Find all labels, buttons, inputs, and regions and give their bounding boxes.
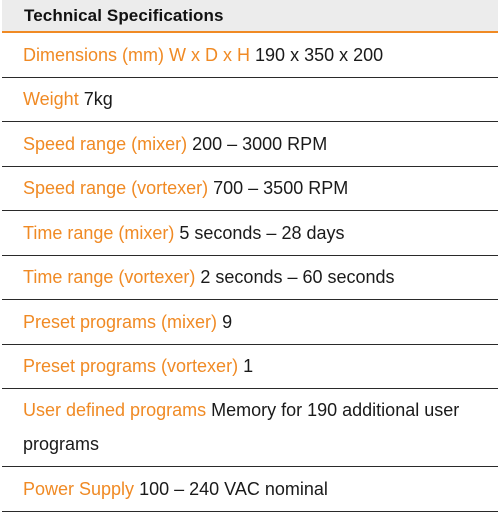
spec-value: 200 – 3000 RPM xyxy=(192,133,328,154)
spec-value: 100 – 240 VAC nominal xyxy=(139,478,328,499)
spec-table-title: Technical Specifications xyxy=(24,5,224,25)
spec-row-speed-mixer: Speed range (mixer) 200 – 3000 RPM xyxy=(2,122,498,167)
spec-table: Technical Specifications Dimensions (mm)… xyxy=(2,0,498,512)
spec-row-text: Dimensions (mm) W x D x H 190 x 350 x 20… xyxy=(23,44,383,66)
spec-value: 7kg xyxy=(83,89,113,110)
spec-label: Speed range (vortexer) xyxy=(23,178,209,199)
spec-label: Weight xyxy=(23,89,79,110)
spec-label: Speed range (mixer) xyxy=(23,133,188,154)
spec-value: 190 x 350 x 200 xyxy=(255,44,384,65)
spec-label: Time range (mixer) xyxy=(23,222,175,243)
spec-value: 5 seconds – 28 days xyxy=(179,222,345,243)
spec-row-time-vortexer: Time range (vortexer) 2 seconds – 60 sec… xyxy=(2,256,498,300)
spec-row-text: Weight 7kg xyxy=(23,88,113,110)
spec-row-preset-vortexer: Preset programs (vortexer) 1 xyxy=(2,345,498,389)
spec-row-text: Preset programs (mixer) 9 xyxy=(23,311,232,333)
spec-row-text: Time range (mixer) 5 seconds – 28 days xyxy=(23,222,345,244)
spec-label: Dimensions (mm) W x D x H xyxy=(23,44,251,65)
spec-row-speed-vortexer: Speed range (vortexer) 700 – 3500 RPM xyxy=(2,167,498,211)
spec-label: Preset programs (mixer) xyxy=(23,311,218,332)
spec-row-text: Preset programs (vortexer) 1 xyxy=(23,355,253,377)
spec-value: 700 – 3500 RPM xyxy=(213,178,349,199)
spec-row-text: Time range (vortexer) 2 seconds – 60 sec… xyxy=(23,266,395,288)
spec-value: 1 xyxy=(243,356,254,377)
spec-label: Power Supply xyxy=(23,478,135,499)
spec-row-weight: Weight 7kg xyxy=(2,78,498,122)
spec-row-user-programs: User defined programs Memory for 190 add… xyxy=(2,389,498,467)
spec-row-time-mixer: Time range (mixer) 5 seconds – 28 days xyxy=(2,211,498,256)
spec-row-text: Speed range (vortexer) 700 – 3500 RPM xyxy=(23,177,348,199)
spec-label: Preset programs (vortexer) xyxy=(23,356,239,377)
spec-row-preset-mixer: Preset programs (mixer) 9 xyxy=(2,300,498,345)
spec-row-power-supply: Power Supply 100 – 240 VAC nominal xyxy=(2,467,498,512)
spec-row-text: Speed range (mixer) 200 – 3000 RPM xyxy=(23,133,327,155)
spec-row-text: User defined programs Memory for 190 add… xyxy=(23,393,492,461)
spec-value: Memory for 190 additional user programs xyxy=(23,400,460,454)
spec-row-text: Power Supply 100 – 240 VAC nominal xyxy=(23,478,328,500)
spec-label: Time range (vortexer) xyxy=(23,267,196,288)
spec-value: 9 xyxy=(222,311,233,332)
spec-label: User defined programs xyxy=(23,400,207,420)
spec-row-dimensions: Dimensions (mm) W x D x H 190 x 350 x 20… xyxy=(2,33,498,78)
spec-value: 2 seconds – 60 seconds xyxy=(200,267,395,288)
spec-table-header: Technical Specifications xyxy=(2,0,498,33)
